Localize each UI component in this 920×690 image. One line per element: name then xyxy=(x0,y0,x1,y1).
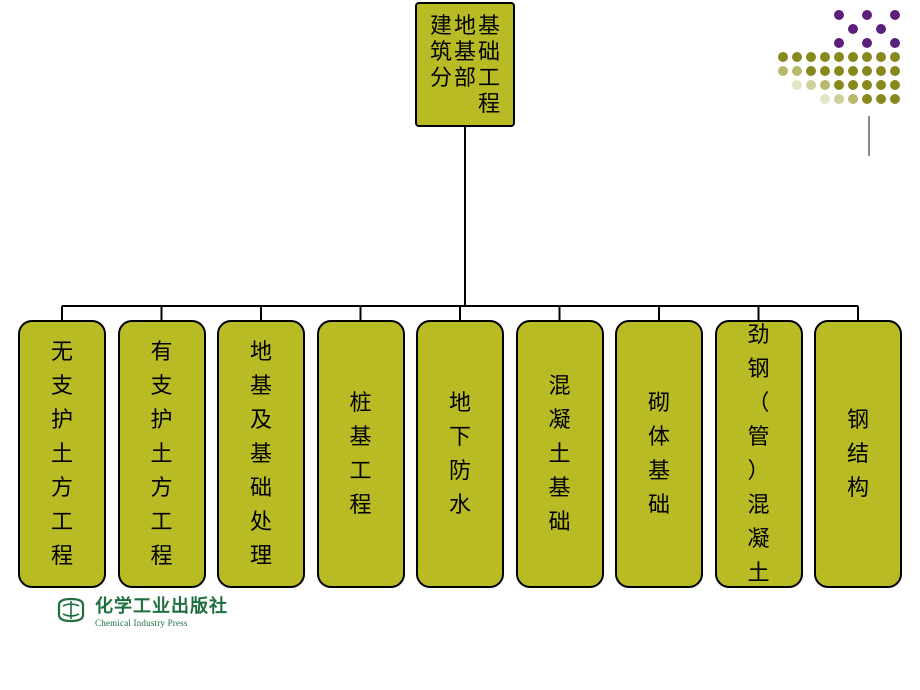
decorative-dot xyxy=(862,24,872,34)
decorative-dot xyxy=(792,10,802,20)
decorative-dot xyxy=(848,80,858,90)
tree-child-label: 无支护土方工程 xyxy=(51,335,73,573)
decorative-dot xyxy=(848,94,858,104)
tree-child-label: 有支护土方工程 xyxy=(150,335,172,573)
tree-root-node: 建筑分地基部基础工程 xyxy=(415,2,515,127)
root-label-column: 地基部 xyxy=(454,13,476,117)
decorative-dot xyxy=(834,80,844,90)
decorative-dot xyxy=(862,52,872,62)
tree-child-label: 桩基工程 xyxy=(349,386,371,522)
decorative-dot xyxy=(862,38,872,48)
decorative-dot xyxy=(848,38,858,48)
decorative-dot xyxy=(778,66,788,76)
decorative-dot xyxy=(876,94,886,104)
decorative-dot xyxy=(806,94,816,104)
decorative-dot xyxy=(834,52,844,62)
decorative-dot xyxy=(890,66,900,76)
decorative-dot xyxy=(778,94,788,104)
decorative-dot xyxy=(820,94,830,104)
decorative-dot xyxy=(890,24,900,34)
decorative-dot xyxy=(820,10,830,20)
decorative-dot xyxy=(848,24,858,34)
decorative-dot xyxy=(778,24,788,34)
decorative-dot xyxy=(806,66,816,76)
decorative-dot xyxy=(848,66,858,76)
decorative-dot xyxy=(778,52,788,62)
decorative-dot xyxy=(820,38,830,48)
tree-child-label: 钢结构 xyxy=(847,403,869,505)
decorative-dot xyxy=(820,52,830,62)
tree-child-label: 地基及基础处理 xyxy=(250,335,272,573)
decorative-dot xyxy=(778,10,788,20)
decorative-dot xyxy=(778,80,788,90)
decorative-dot xyxy=(820,66,830,76)
decorative-dot xyxy=(820,24,830,34)
decorative-dot xyxy=(890,38,900,48)
tree-child-node: 有支护土方工程 xyxy=(118,320,206,588)
decorative-dot xyxy=(834,94,844,104)
decorative-dot xyxy=(848,52,858,62)
tree-child-node: 混凝土基础 xyxy=(516,320,604,588)
decorative-dot xyxy=(890,80,900,90)
decorative-dot xyxy=(890,52,900,62)
decorative-dot xyxy=(806,38,816,48)
decorative-dot xyxy=(834,66,844,76)
decorative-dot xyxy=(792,66,802,76)
decorative-dot xyxy=(834,24,844,34)
decorative-dot xyxy=(862,10,872,20)
tree-child-node: 桩基工程 xyxy=(317,320,405,588)
publisher-logo-icon xyxy=(55,595,87,625)
decorative-dot xyxy=(862,94,872,104)
decorative-dot xyxy=(806,24,816,34)
decorative-dot xyxy=(792,24,802,34)
tree-child-node: 劲钢（管）混凝土 xyxy=(715,320,803,588)
decorative-dot xyxy=(876,24,886,34)
decorative-dot xyxy=(876,66,886,76)
decorative-dot xyxy=(876,80,886,90)
tree-child-node: 无支护土方工程 xyxy=(18,320,106,588)
corner-divider xyxy=(868,116,870,156)
decorative-dot xyxy=(778,38,788,48)
decorative-dot xyxy=(834,38,844,48)
decorative-dot xyxy=(806,10,816,20)
publisher-logo: 化学工业出版社 Chemical Industry Press xyxy=(55,592,228,628)
tree-child-node: 地下防水 xyxy=(416,320,504,588)
decorative-dot xyxy=(792,52,802,62)
decorative-dot xyxy=(876,38,886,48)
decorative-dot xyxy=(820,80,830,90)
tree-child-label: 混凝土基础 xyxy=(548,369,570,539)
tree-child-label: 劲钢（管）混凝土 xyxy=(747,318,769,590)
publisher-name-cn: 化学工业出版社 xyxy=(95,592,228,618)
root-label-column: 建筑分 xyxy=(430,13,452,117)
decorative-dot xyxy=(792,38,802,48)
decorative-dot xyxy=(792,80,802,90)
decorative-dot xyxy=(806,80,816,90)
decorative-dot xyxy=(834,10,844,20)
decorative-dot xyxy=(792,94,802,104)
tree-child-node: 砌体基础 xyxy=(615,320,703,588)
decorative-dot xyxy=(890,10,900,20)
tree-child-label: 地下防水 xyxy=(449,386,471,522)
decorative-dot xyxy=(876,52,886,62)
tree-child-label: 砌体基础 xyxy=(648,386,670,522)
tree-children-row: 无支护土方工程 有支护土方工程 地基及基础处理 桩基工程 地下防水 混凝土基础 砌体基础 劲钢… xyxy=(18,320,902,588)
decorative-dot xyxy=(862,66,872,76)
tree-child-node: 钢结构 xyxy=(814,320,902,588)
publisher-name-en: Chemical Industry Press xyxy=(95,618,228,628)
root-label-column: 基础工程 xyxy=(478,13,500,117)
decorative-dot xyxy=(848,10,858,20)
decorative-dot xyxy=(862,80,872,90)
corner-dot-grid xyxy=(776,8,902,106)
decorative-dot xyxy=(876,10,886,20)
decorative-dot xyxy=(890,94,900,104)
tree-child-node: 地基及基础处理 xyxy=(217,320,305,588)
decorative-dot xyxy=(806,52,816,62)
